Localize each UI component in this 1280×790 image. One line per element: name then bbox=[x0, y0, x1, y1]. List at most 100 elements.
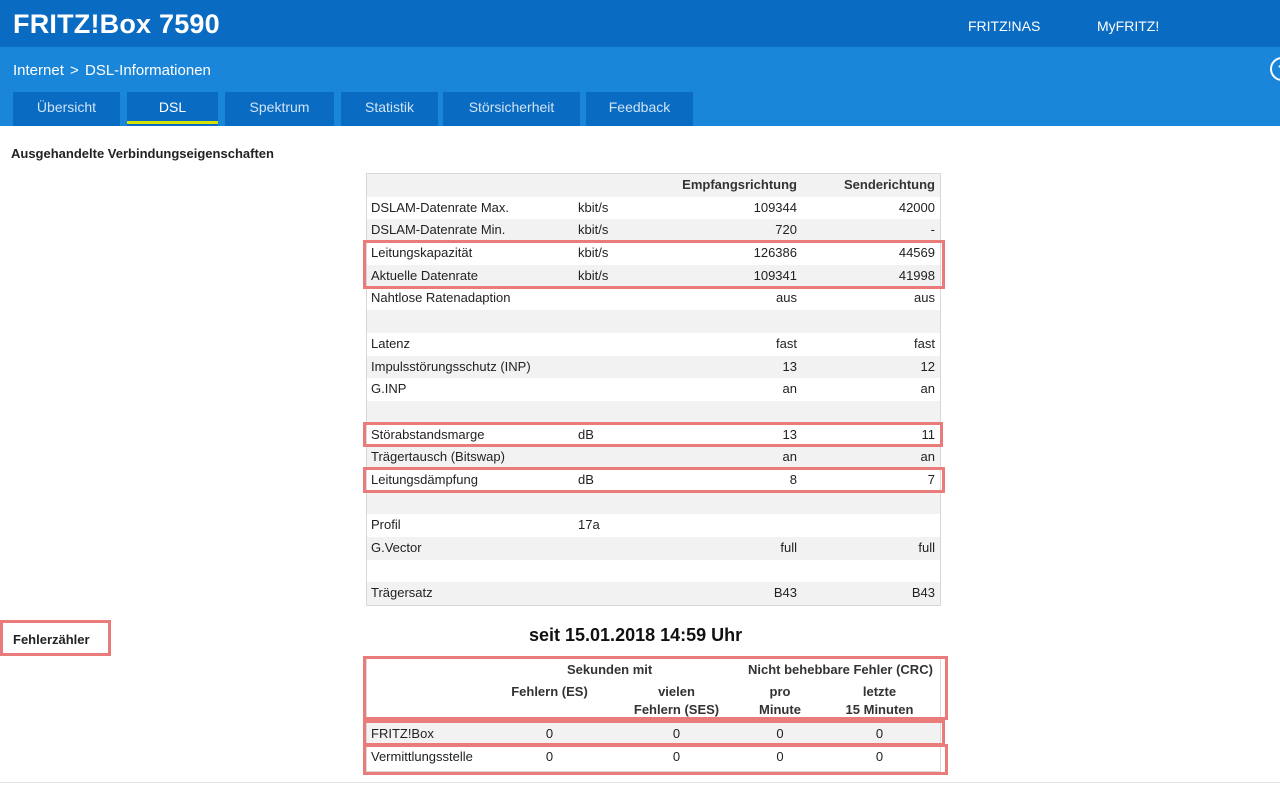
tab-dsl[interactable]: DSL bbox=[127, 92, 218, 126]
table-row: Störabstandsmarge dB 13 11 bbox=[367, 423, 940, 447]
error-row-label: Vermittlungsstelle bbox=[371, 749, 473, 764]
row-empfang-value: 13 bbox=[782, 358, 797, 374]
table-row: G.Vector full full bbox=[367, 537, 940, 560]
table-row: Latenz fast fast bbox=[367, 332, 940, 356]
header-empfangsrichtung: Empfangsrichtung bbox=[682, 177, 797, 192]
breadcrumb-internet[interactable]: Internet bbox=[13, 62, 64, 79]
footer-divider bbox=[0, 782, 1280, 783]
header-ses-1: vielen bbox=[658, 684, 695, 699]
header-min-2: Minute bbox=[759, 702, 801, 717]
row-label: Profil bbox=[371, 517, 401, 533]
breadcrumb-current: DSL-Informationen bbox=[84, 62, 211, 79]
row-empfang-value: 109344 bbox=[753, 199, 797, 215]
row-empfang-value: 126386 bbox=[753, 245, 797, 261]
connection-properties-table: Empfangsrichtung Senderichtung DSLAM-Dat… bbox=[366, 173, 941, 607]
table-row bbox=[367, 310, 940, 333]
row-label: Störabstandsmarge bbox=[371, 426, 485, 442]
row-empfang-value: 109341 bbox=[753, 267, 797, 283]
error-ses-value: 0 bbox=[672, 726, 681, 741]
section-title: Ausgehandelte Verbindungseigenschaften bbox=[11, 146, 274, 161]
row-empfang-value: full bbox=[780, 540, 797, 555]
table-row: DSLAM-Datenrate Min. kbit/s 720 - bbox=[367, 219, 940, 243]
table-row: Impulsstörungsschutz (INP) 13 12 bbox=[367, 355, 940, 379]
row-unit: dB bbox=[578, 426, 594, 442]
row-empfang-value: 8 bbox=[789, 471, 797, 487]
row-label: Nahtlose Ratenadaption bbox=[371, 290, 511, 306]
header-min-1: pro bbox=[769, 684, 791, 699]
brand-logo[interactable]: FRITZ!Box 7590 bbox=[13, 9, 220, 39]
row-unit: kbit/s bbox=[578, 222, 609, 238]
tab-stoersicherheit[interactable]: Störsicherheit bbox=[443, 92, 580, 126]
row-sende-value: an bbox=[920, 449, 935, 465]
error-counter-title: Fehlerzähler bbox=[0, 620, 111, 656]
row-label: Aktuelle Datenrate bbox=[371, 267, 478, 283]
row-unit: kbit/s bbox=[578, 199, 609, 215]
table-row bbox=[367, 559, 940, 583]
top-bar: FRITZ!Box 7590 FRITZ!NAS MyFRITZ! bbox=[0, 0, 1280, 47]
error-row-label: FRITZ!Box bbox=[371, 726, 434, 741]
header-es: Fehlern (ES) bbox=[511, 684, 588, 699]
row-sende-value: 11 bbox=[921, 426, 936, 442]
header-15-2: 15 Minuten bbox=[845, 702, 914, 717]
row-empfang-value: 13 bbox=[782, 426, 797, 442]
row-label: Trägersatz bbox=[371, 585, 433, 601]
error-crc-15-value: 0 bbox=[875, 749, 884, 764]
error-row-vermittlungsstelle: Vermittlungsstelle 0 0 0 0 bbox=[367, 745, 940, 768]
breadcrumb: Internet > DSL-Informationen bbox=[13, 62, 211, 79]
row-label: Impulsstörungsschutz (INP) bbox=[371, 358, 531, 374]
row-sende-value: 12 bbox=[920, 358, 935, 374]
sub-header: Internet > DSL-Informationen ? Übersicht… bbox=[0, 47, 1280, 126]
row-sende-value: 42000 bbox=[898, 199, 935, 215]
row-label: Latenz bbox=[371, 335, 411, 351]
row-sende-value: an bbox=[920, 381, 935, 397]
tab-statistik[interactable]: Statistik bbox=[341, 92, 438, 126]
row-empfang-value: an bbox=[782, 381, 797, 397]
header-seconds-group: Sekunden mit bbox=[567, 662, 653, 677]
row-empfang-value: an bbox=[782, 449, 797, 465]
row-sende-value: 41998 bbox=[898, 267, 935, 283]
row-unit: kbit/s bbox=[578, 267, 609, 283]
table-row: Aktuelle Datenrate kbit/s 109341 41998 bbox=[367, 264, 940, 288]
fritz-nas-link[interactable]: FRITZ!NAS bbox=[968, 18, 1041, 34]
row-sende-value: - bbox=[930, 222, 935, 238]
help-icon[interactable]: ? bbox=[1270, 57, 1280, 81]
myfritz-link[interactable]: MyFRITZ! bbox=[1097, 18, 1160, 34]
error-es-value: 0 bbox=[545, 726, 554, 741]
row-sende-value: aus bbox=[914, 290, 935, 306]
row-empfang-value: fast bbox=[776, 335, 797, 351]
error-counter-table: Sekunden mit Nicht behebbare Fehler (CRC… bbox=[366, 658, 941, 772]
table-header-row: Empfangsrichtung Senderichtung bbox=[367, 174, 940, 197]
error-ses-value: 0 bbox=[672, 749, 681, 764]
table-row: DSLAM-Datenrate Max. kbit/s 109344 42000 bbox=[367, 196, 940, 220]
since-timestamp: seit 15.01.2018 14:59 Uhr bbox=[529, 625, 743, 645]
tab-uebersicht[interactable]: Übersicht bbox=[13, 92, 120, 126]
table-row: Nahtlose Ratenadaption aus aus bbox=[367, 287, 940, 311]
tab-feedback[interactable]: Feedback bbox=[586, 92, 693, 126]
table-row: Leitungskapazität kbit/s 126386 44569 bbox=[367, 242, 940, 265]
row-unit: kbit/s bbox=[578, 245, 609, 261]
error-es-value: 0 bbox=[545, 749, 554, 764]
table-row: Trägersatz B43 B43 bbox=[367, 582, 940, 606]
table-row bbox=[367, 400, 940, 424]
row-label: DSLAM-Datenrate Max. bbox=[371, 199, 509, 215]
table-row bbox=[367, 491, 940, 515]
error-crc-min-value: 0 bbox=[776, 726, 784, 741]
row-sende-value: B43 bbox=[911, 585, 935, 601]
tab-spektrum[interactable]: Spektrum bbox=[225, 92, 334, 126]
error-crc-min-value: 0 bbox=[776, 749, 784, 764]
table-row: Leitungsdämpfung dB 8 7 bbox=[367, 468, 940, 492]
table-row: G.INP an an bbox=[367, 378, 940, 401]
error-row-fritzbox: FRITZ!Box 0 0 0 0 bbox=[367, 722, 940, 745]
row-sende-value: full bbox=[918, 540, 935, 555]
row-empfang-value: 720 bbox=[775, 222, 797, 238]
row-label: G.Vector bbox=[371, 540, 422, 555]
row-empfang-value: B43 bbox=[773, 585, 797, 601]
row-label: Leitungsdämpfung bbox=[371, 471, 478, 487]
row-label: Trägertausch (Bitswap) bbox=[371, 449, 505, 465]
chevron-right-icon: > bbox=[70, 62, 79, 79]
header-15-1: letzte bbox=[862, 684, 897, 699]
row-unit: dB bbox=[578, 471, 594, 487]
header-crc-group: Nicht behebbare Fehler (CRC) bbox=[748, 662, 933, 677]
row-empfang-value: aus bbox=[776, 290, 797, 306]
row-sende-value: 7 bbox=[927, 471, 935, 487]
